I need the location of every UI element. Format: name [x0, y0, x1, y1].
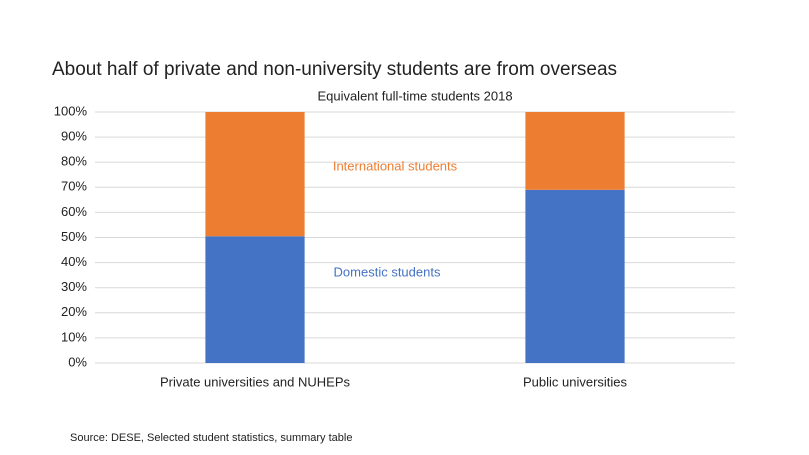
y-tick-label: 100%: [54, 103, 88, 118]
y-tick-label: 80%: [61, 154, 87, 169]
y-tick-label: 50%: [61, 229, 87, 244]
y-tick-label: 0%: [68, 354, 87, 369]
x-tick-label: Public universities: [523, 374, 628, 389]
y-tick-label: 60%: [61, 204, 87, 219]
source-note: Source: DESE, Selected student statistic…: [70, 432, 352, 444]
y-tick-label: 20%: [61, 304, 87, 319]
bar-segment: [525, 189, 625, 363]
y-tick-label: 70%: [61, 179, 87, 194]
bar-segment: [525, 112, 625, 190]
y-tick-label: 90%: [61, 129, 87, 144]
x-tick-label: Private universities and NUHEPs: [160, 374, 351, 389]
y-tick-label: 40%: [61, 254, 87, 269]
chart-subtitle: Equivalent full-time students 2018: [317, 88, 512, 103]
chart-title: About half of private and non-university…: [52, 59, 617, 80]
series-label: Domestic students: [334, 264, 441, 279]
y-tick-label: 30%: [61, 279, 87, 294]
bar-segment: [205, 236, 305, 363]
bar-segment: [205, 112, 305, 237]
series-label: International students: [333, 158, 458, 173]
y-tick-label: 10%: [61, 329, 87, 344]
